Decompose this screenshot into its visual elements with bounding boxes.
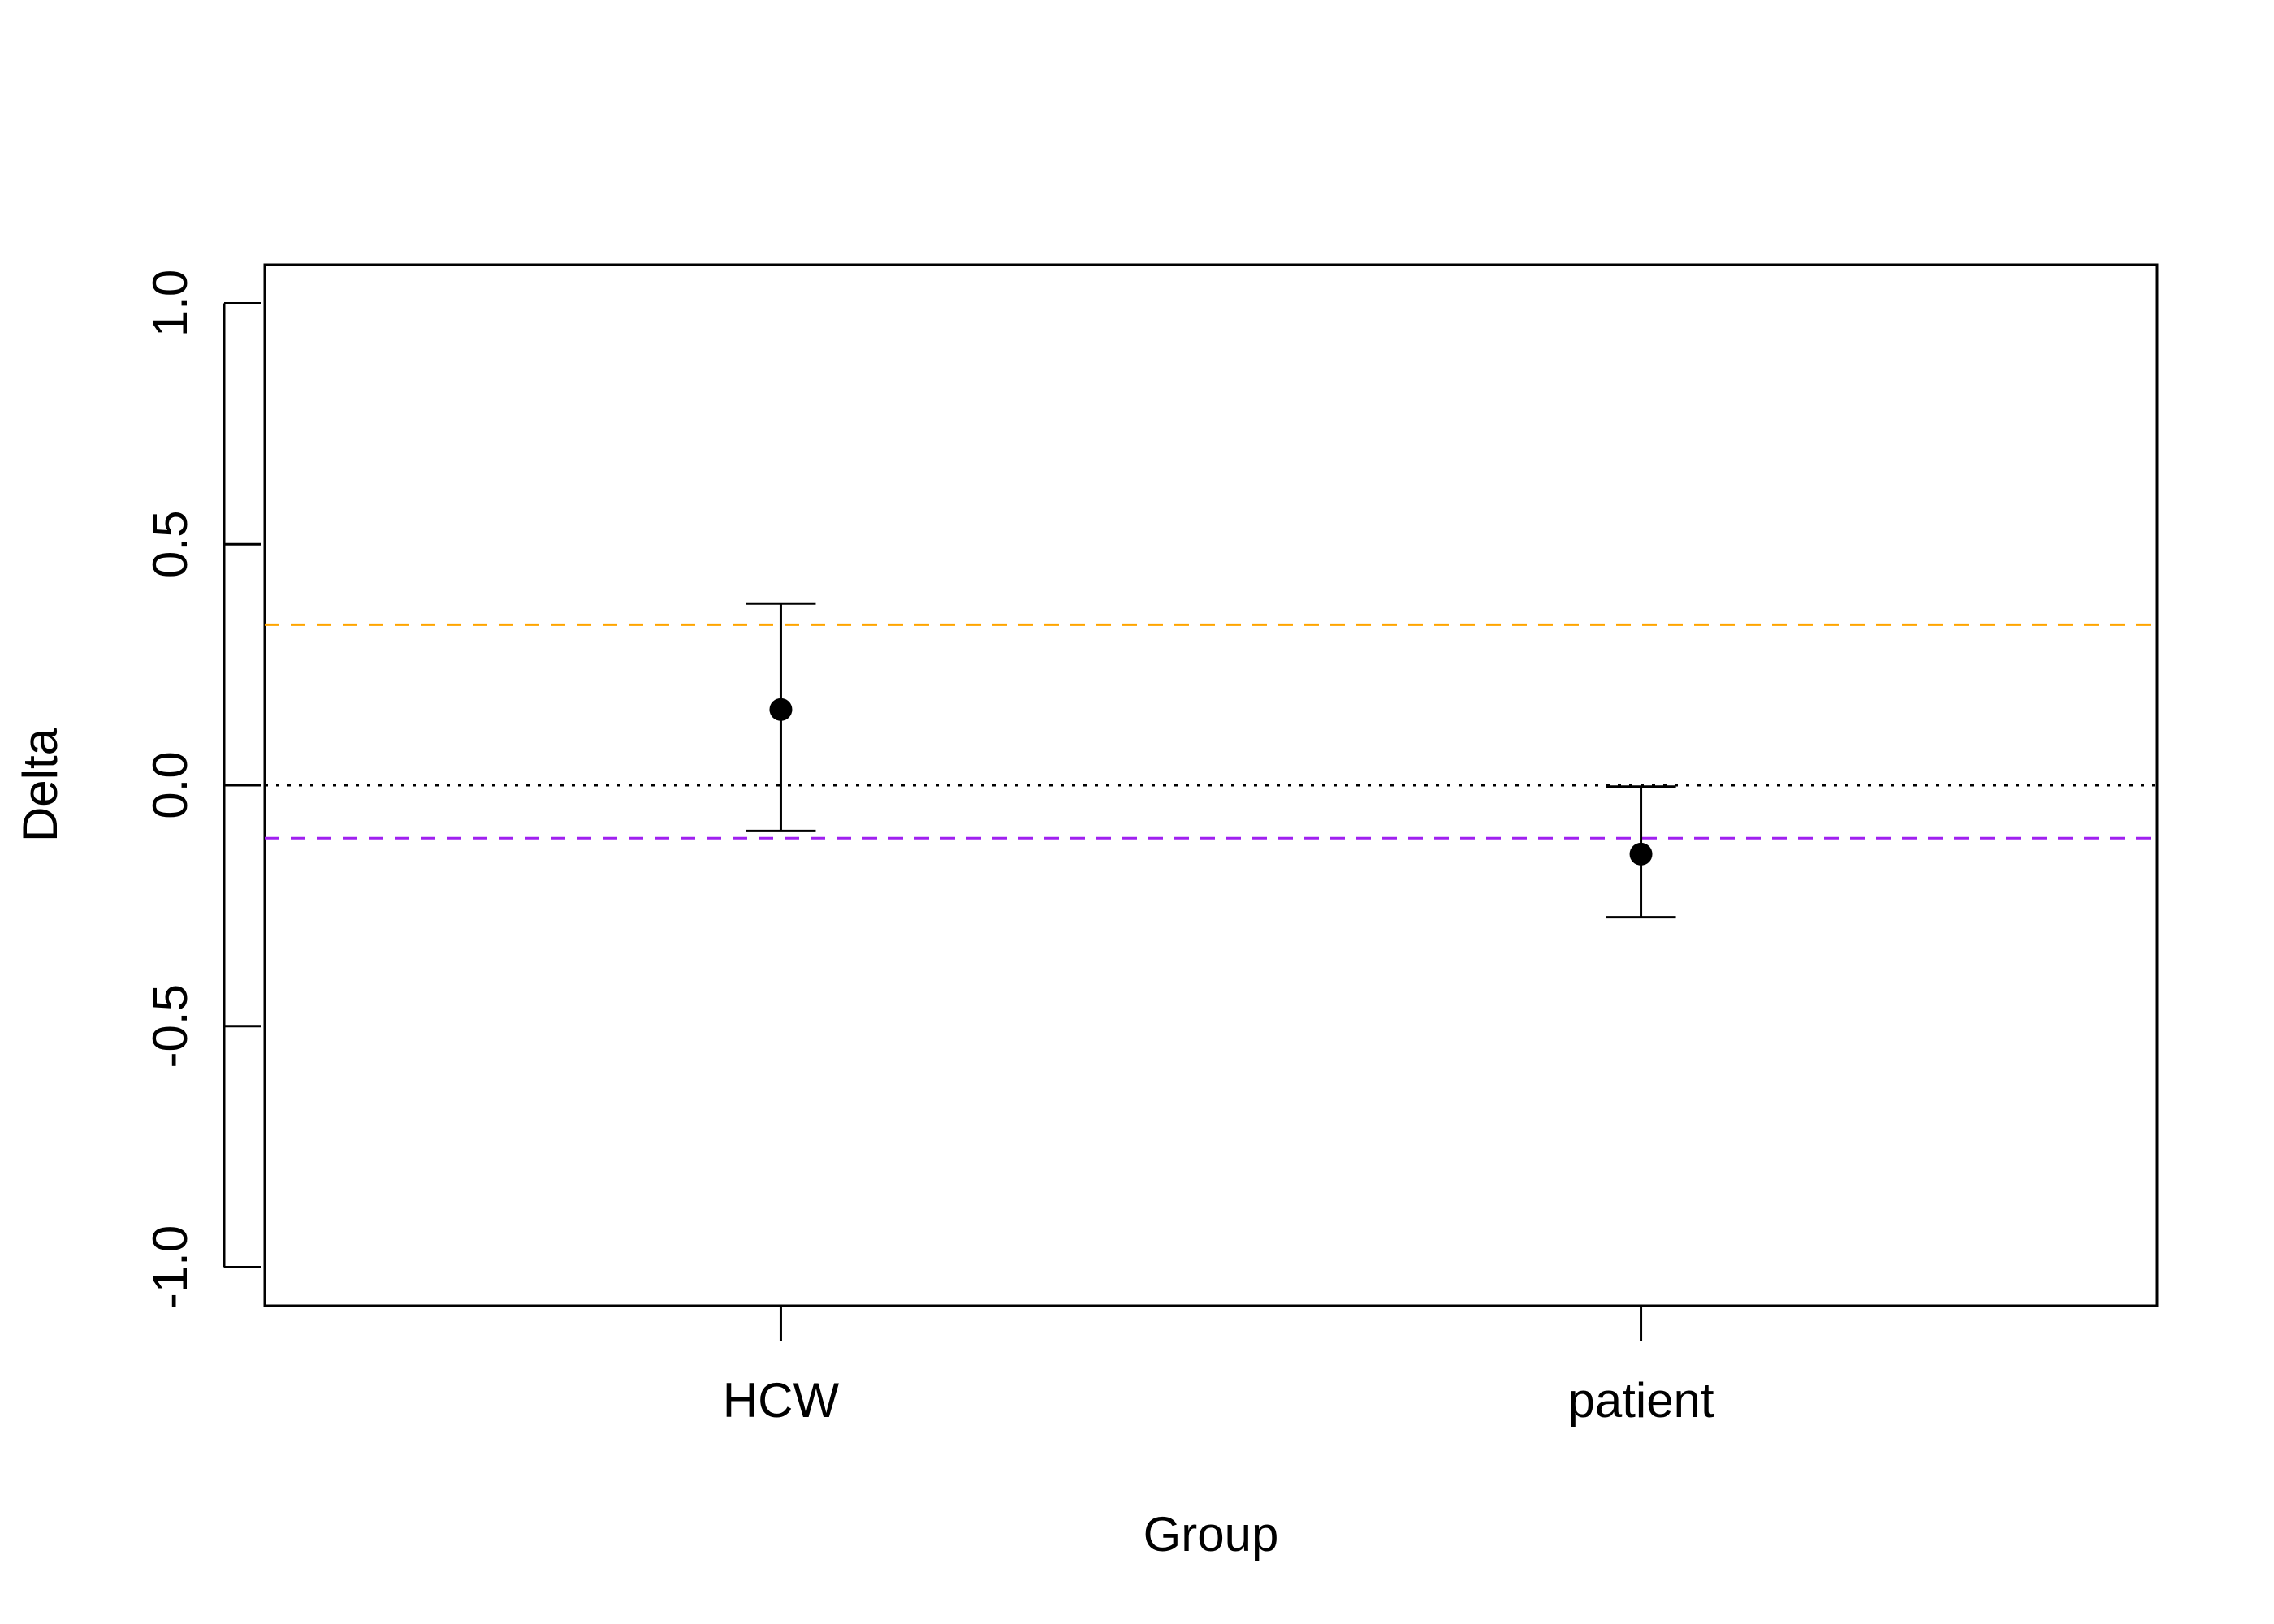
x-axis: HCW patient [723, 1306, 1714, 1427]
data-point-1 [1629, 842, 1653, 866]
y-tick-label-2: 0.0 [143, 751, 197, 818]
x-axis-label: Group [1143, 1507, 1279, 1561]
y-tick-label-0: -1.0 [143, 1225, 197, 1309]
data-points [746, 602, 1676, 919]
y-axis: -1.0 -0.5 0.0 0.5 1.0 [143, 270, 261, 1309]
y-tick-label-1: -0.5 [143, 984, 197, 1068]
x-tick-label-0: HCW [723, 1373, 840, 1427]
reference-lines [265, 623, 2157, 840]
data-point-0 [769, 698, 793, 721]
y-tick-label-3: 0.5 [143, 511, 197, 578]
x-tick-label-1: patient [1567, 1373, 1714, 1427]
y-tick-label-4: 1.0 [143, 270, 197, 337]
y-axis-label: Delta [13, 728, 67, 842]
